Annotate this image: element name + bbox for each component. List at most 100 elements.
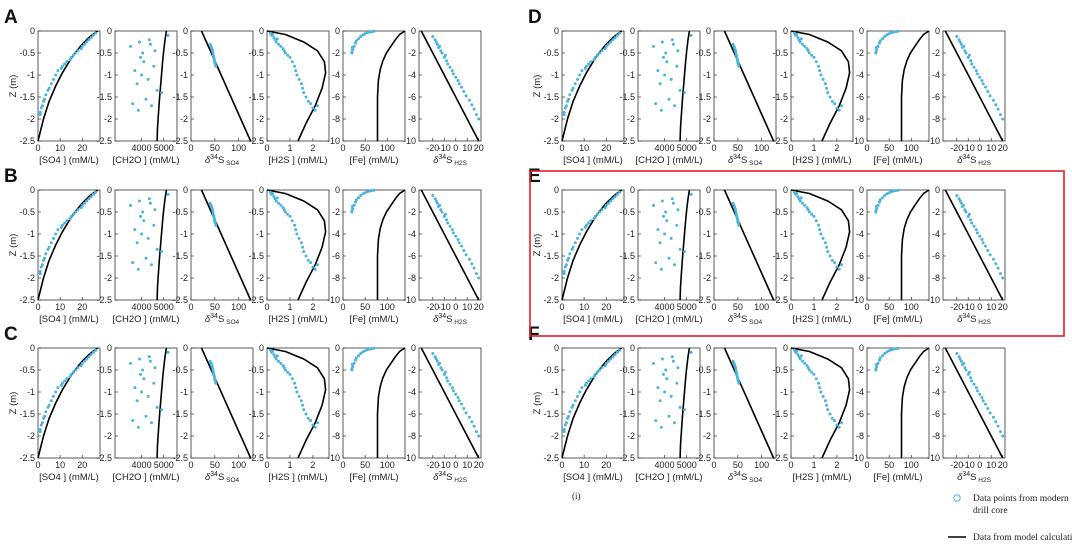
x-tick-label: 10 xyxy=(462,302,472,312)
y-tick-label: -2.5 xyxy=(772,295,788,305)
data-point xyxy=(470,420,474,424)
data-point xyxy=(654,261,658,265)
panel-label-A: A xyxy=(4,7,18,28)
y-tick-label: 0 xyxy=(107,343,112,353)
y-tick-label: -2 xyxy=(408,365,416,375)
y-tick-label: 0 xyxy=(30,185,35,195)
axes-frame xyxy=(266,347,330,459)
x-tick-label: 100 xyxy=(380,460,395,470)
x-axis-label: [CH2O ] (mM/L) xyxy=(112,314,179,325)
data-points xyxy=(431,352,481,438)
y-tick-label: 0 xyxy=(783,343,788,353)
model-curve xyxy=(376,30,406,141)
data-point xyxy=(819,73,823,77)
x-tick-label: 50 xyxy=(733,302,743,312)
y-tick-label: -6 xyxy=(932,92,940,102)
x-tick-label: 2 xyxy=(834,302,839,312)
data-point xyxy=(435,42,439,46)
data-point xyxy=(451,231,455,235)
data-point xyxy=(271,192,275,195)
y-tick-label: -1.5 xyxy=(19,409,35,419)
x-axis-label: [SO4 ] (mM/L) xyxy=(39,472,99,483)
y-tick-label: -6 xyxy=(332,92,340,102)
data-point xyxy=(293,223,297,227)
data-point xyxy=(830,99,834,103)
y-tick-label: -2.5 xyxy=(19,453,35,463)
data-point xyxy=(670,38,674,42)
data-point xyxy=(39,106,43,110)
data-point xyxy=(304,95,308,99)
data-point xyxy=(311,423,315,427)
data-point xyxy=(87,197,91,201)
x-axis-label: [H2S ] (mM/L) xyxy=(792,314,851,325)
data-point xyxy=(792,348,796,352)
data-point xyxy=(282,366,286,370)
data-point xyxy=(667,97,671,101)
data-point xyxy=(357,354,360,358)
data-point xyxy=(316,421,319,425)
model-curve xyxy=(200,347,252,459)
y-tick-label: -1.5 xyxy=(619,251,635,261)
data-point xyxy=(468,415,471,419)
data-point xyxy=(958,357,962,361)
data-point xyxy=(268,190,272,194)
y-axis-label: Z (m) xyxy=(532,234,543,257)
x-axis-label: δ34S H2S xyxy=(957,313,992,326)
y-tick-label: 0 xyxy=(935,343,940,353)
data-point xyxy=(306,99,310,103)
data-point xyxy=(456,79,460,82)
data-point xyxy=(673,421,676,425)
y-tick-label: -1.5 xyxy=(248,409,264,419)
data-point xyxy=(652,44,655,48)
y-tick-label: -1 xyxy=(27,70,35,80)
x-tick-label: 100 xyxy=(754,460,769,470)
data-point xyxy=(268,348,272,352)
data-point xyxy=(440,368,444,372)
data-point xyxy=(147,355,151,359)
y-tick-label: -2 xyxy=(551,431,559,441)
data-point xyxy=(795,192,799,195)
data-point xyxy=(964,210,968,214)
data-point xyxy=(799,37,803,41)
data-point xyxy=(667,256,671,260)
data-point xyxy=(600,366,604,370)
y-tick-label: -1.5 xyxy=(619,92,635,102)
model-curve xyxy=(376,189,406,300)
x-tick-label: 50 xyxy=(884,302,894,312)
x-tick-label: 50 xyxy=(210,143,220,153)
data-point xyxy=(472,107,476,111)
data-point xyxy=(806,208,810,212)
data-point xyxy=(975,231,979,235)
data-point xyxy=(797,197,801,201)
data-point xyxy=(363,32,367,36)
y-tick-label: -2 xyxy=(856,48,864,58)
data-point xyxy=(812,55,816,59)
data-point xyxy=(148,359,152,363)
data-point xyxy=(807,51,811,55)
y-tick-label: -1 xyxy=(780,70,788,80)
data-point xyxy=(56,386,60,390)
axes-frame xyxy=(37,189,101,301)
data-point xyxy=(671,359,675,363)
data-point xyxy=(456,238,460,241)
data-point xyxy=(150,263,153,267)
data-point xyxy=(978,234,982,238)
data-point xyxy=(678,405,682,409)
x-axis-label: [CH2O ] (mM/L) xyxy=(635,155,702,166)
data-point xyxy=(150,104,153,108)
data-point xyxy=(801,359,804,363)
data-point xyxy=(54,390,58,394)
data-point xyxy=(94,31,98,35)
x-tick-label: 0 xyxy=(559,460,564,470)
subplot-F-Fe: 0-2-4-6-8-100 50 100[Fe] (mM/L) xyxy=(851,343,930,483)
data-point xyxy=(1001,117,1005,121)
y-tick-label: -0.5 xyxy=(543,365,559,375)
data-point xyxy=(39,423,43,427)
data-point xyxy=(812,372,816,376)
data-point xyxy=(464,94,468,98)
y-tick-label: -4 xyxy=(856,229,864,239)
data-point xyxy=(440,210,444,214)
data-point xyxy=(141,51,145,55)
y-tick-label: -2 xyxy=(780,431,788,441)
data-point xyxy=(306,416,310,420)
